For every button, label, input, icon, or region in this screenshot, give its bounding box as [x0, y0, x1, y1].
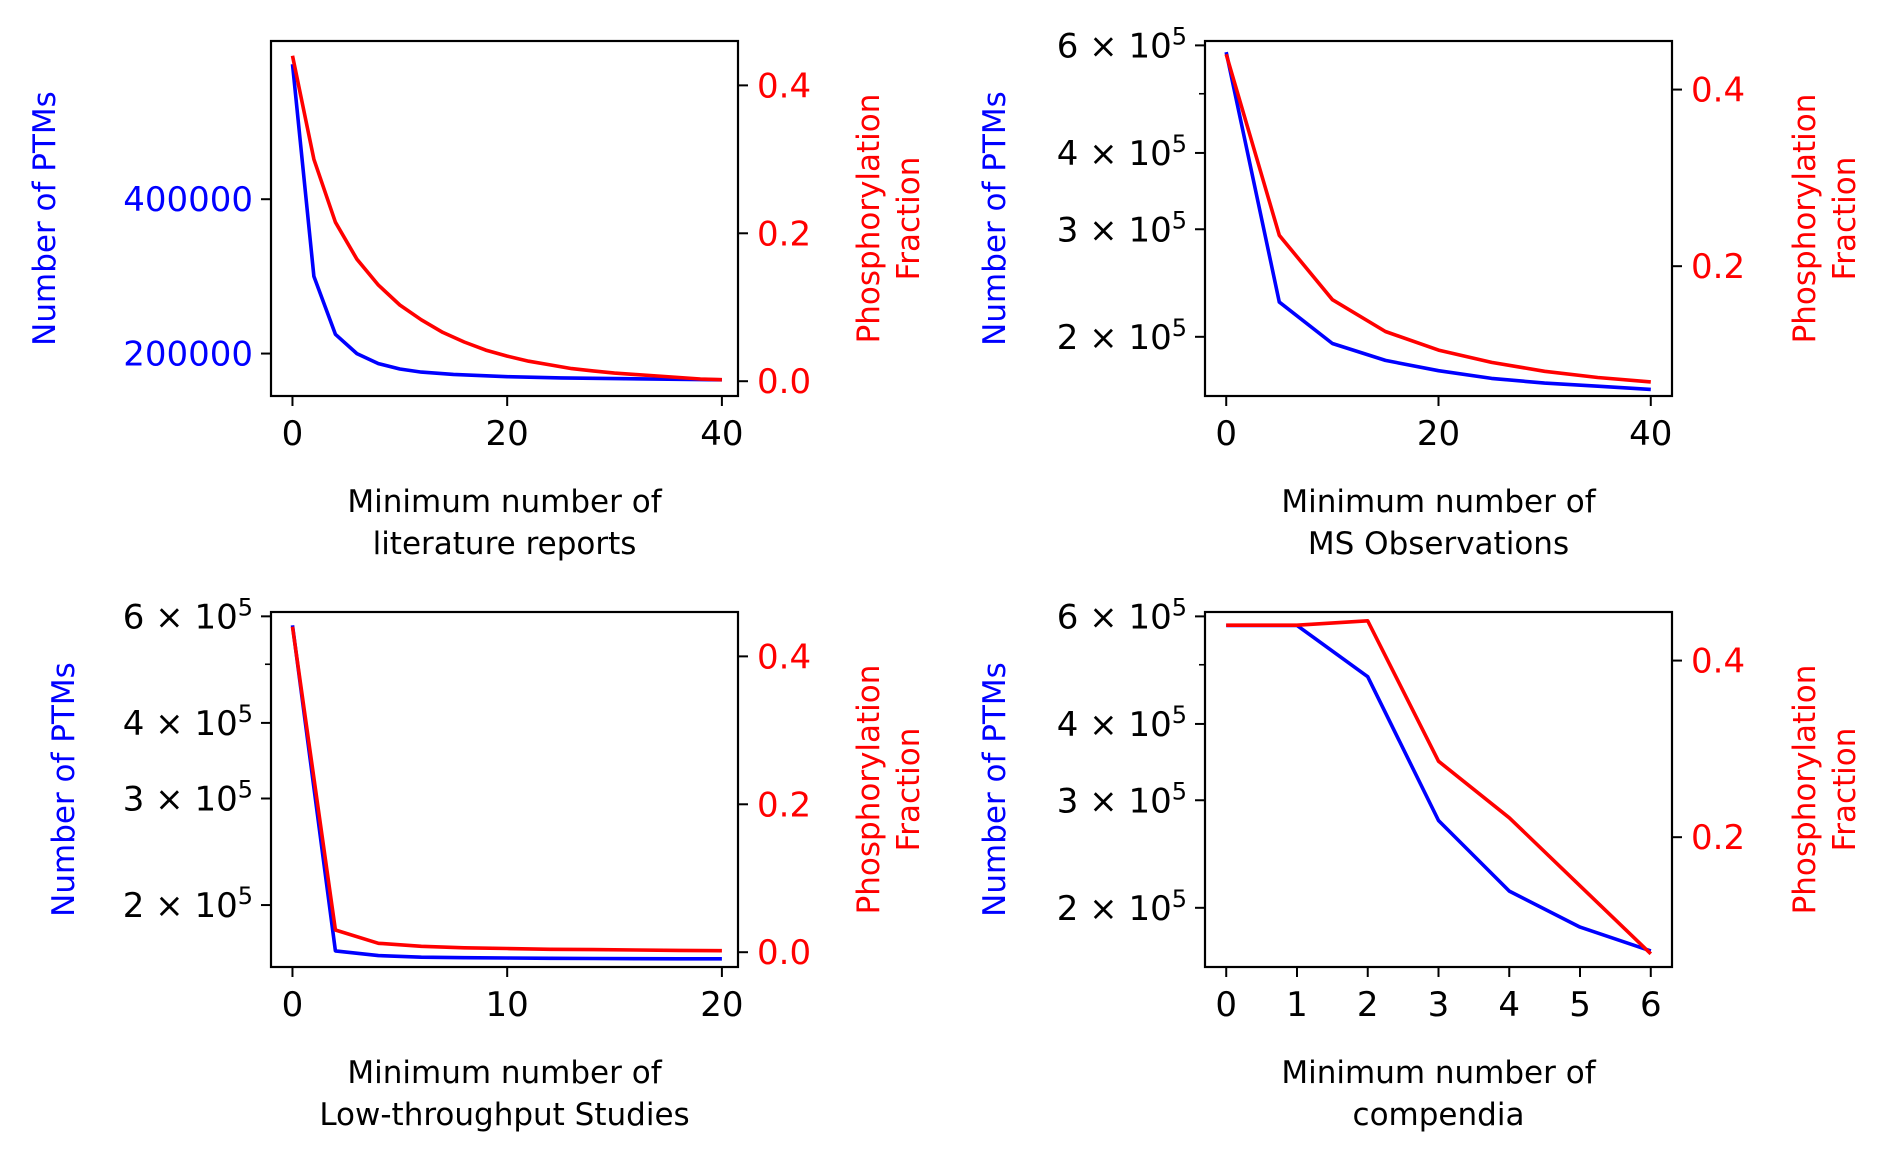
x-axis-title-line: Minimum number of — [1281, 1055, 1596, 1091]
left-y-tick-label: 3 × 105 — [1057, 777, 1187, 821]
x-axis-title-line: literature reports — [373, 526, 637, 562]
right-y-tick-label: 0.2 — [1691, 818, 1745, 858]
right-y-tick-label: 0.0 — [757, 362, 811, 402]
phospho-fraction-line — [1224, 53, 1651, 384]
right-y-axis-title-line: Phosphorylation — [1787, 665, 1823, 915]
left-y-tick-label: 3 × 105 — [1057, 206, 1187, 250]
left-y-tick-label: 2 × 105 — [1057, 314, 1187, 358]
x-axis-title-line: Minimum number of — [347, 1055, 662, 1091]
left-y-tick-label: 6 × 105 — [123, 593, 253, 637]
subplot-3: 0 10 20 2 × 105 3 × 105 4 × 105 6 × 105 0.0 0.2 0… — [46, 593, 927, 1133]
left-y-tick-label: 400000 — [123, 180, 253, 220]
x-tick-label: 0 — [1215, 985, 1237, 1025]
left-y-tick-label: 4 × 105 — [1057, 130, 1187, 174]
left-y-tick-label: 200000 — [123, 335, 253, 375]
left-y-tick-label: 2 × 105 — [123, 882, 253, 926]
phospho-fraction-line — [1226, 618, 1653, 956]
right-y-tick-label: 0.2 — [757, 214, 811, 254]
left-y-axis-title: Number of PTMs — [977, 91, 1013, 346]
x-tick-label: 20 — [700, 985, 743, 1025]
left-y-axis-title: Number of PTMs — [27, 91, 63, 346]
ptm-count-line — [290, 625, 722, 961]
x-axis-title-line: Minimum number of — [1281, 484, 1596, 520]
subplot-2: 0 20 40 2 × 105 3 × 105 4 × 105 6 × 105 0.2 0.4 M… — [977, 22, 1863, 562]
right-y-axis-title-line: Fraction — [1827, 157, 1863, 281]
left-y-axis-title: Number of PTMs — [46, 662, 82, 917]
x-tick-label: 0 — [282, 414, 304, 454]
phospho-fraction-line — [290, 55, 722, 382]
x-tick-label: 20 — [486, 414, 529, 454]
left-y-tick-label: 4 × 105 — [123, 700, 253, 744]
right-y-tick-label: 0.4 — [757, 66, 811, 106]
right-y-tick-label: 0.2 — [1691, 247, 1745, 287]
x-tick-label: 20 — [1417, 414, 1460, 454]
right-y-axis-title-line: Phosphorylation — [851, 665, 887, 915]
x-tick-label: 40 — [1629, 414, 1672, 454]
right-y-axis-title-line: Fraction — [1827, 728, 1863, 852]
x-tick-label: 5 — [1569, 985, 1591, 1025]
right-y-axis-title-line: Phosphorylation — [851, 94, 887, 344]
ptm-count-line — [1226, 623, 1652, 953]
left-y-tick-label: 6 × 105 — [1057, 593, 1187, 637]
x-axis-title-line: Minimum number of — [347, 484, 662, 520]
x-axis-title-line: MS Observations — [1308, 526, 1569, 562]
x-tick-label: 3 — [1428, 985, 1450, 1025]
x-tick-label: 0 — [282, 985, 304, 1025]
right-y-tick-label: 0.4 — [1691, 71, 1745, 111]
left-y-tick-label: 6 × 105 — [1057, 22, 1187, 66]
right-y-tick-label: 0.4 — [1691, 642, 1745, 682]
plot-frame — [269, 610, 740, 969]
left-y-axis-title: Number of PTMs — [977, 662, 1013, 917]
ptm-count-line — [1224, 51, 1651, 392]
x-tick-label: 0 — [1215, 414, 1237, 454]
right-y-tick-label: 0.0 — [757, 933, 811, 973]
left-y-tick-label: 3 × 105 — [123, 775, 253, 819]
right-y-axis-title-line: Phosphorylation — [1787, 94, 1823, 344]
x-tick-label: 40 — [700, 414, 743, 454]
left-y-tick-label: 4 × 105 — [1057, 701, 1187, 745]
x-tick-label: 6 — [1640, 985, 1662, 1025]
right-y-tick-label: 0.4 — [757, 637, 811, 677]
plot-frame — [269, 39, 740, 398]
ptm-count-line — [290, 64, 722, 382]
x-tick-label: 1 — [1286, 985, 1308, 1025]
x-tick-label: 2 — [1357, 985, 1379, 1025]
x-axis-title-line: Low-throughput Studies — [319, 1097, 689, 1133]
subplot-4: 0 1 2 3 4 5 6 2 × 105 3 × 105 4 × 105 6 × 105 0.2 0.… — [977, 593, 1863, 1133]
x-tick-label: 10 — [486, 985, 529, 1025]
x-axis-title-line: compendia — [1353, 1097, 1525, 1133]
plot-frame — [1203, 610, 1674, 969]
right-y-tick-label: 0.2 — [757, 785, 811, 825]
x-tick-label: 4 — [1498, 985, 1520, 1025]
right-y-axis-title-line: Fraction — [891, 157, 927, 281]
phospho-fraction-line — [290, 626, 722, 953]
right-y-axis-title-line: Fraction — [891, 728, 927, 852]
left-y-tick-label: 2 × 105 — [1057, 885, 1187, 929]
subplot-1: 0 20 40 200000 400000 0.0 0.2 0.4 Minimum number… — [27, 39, 927, 562]
